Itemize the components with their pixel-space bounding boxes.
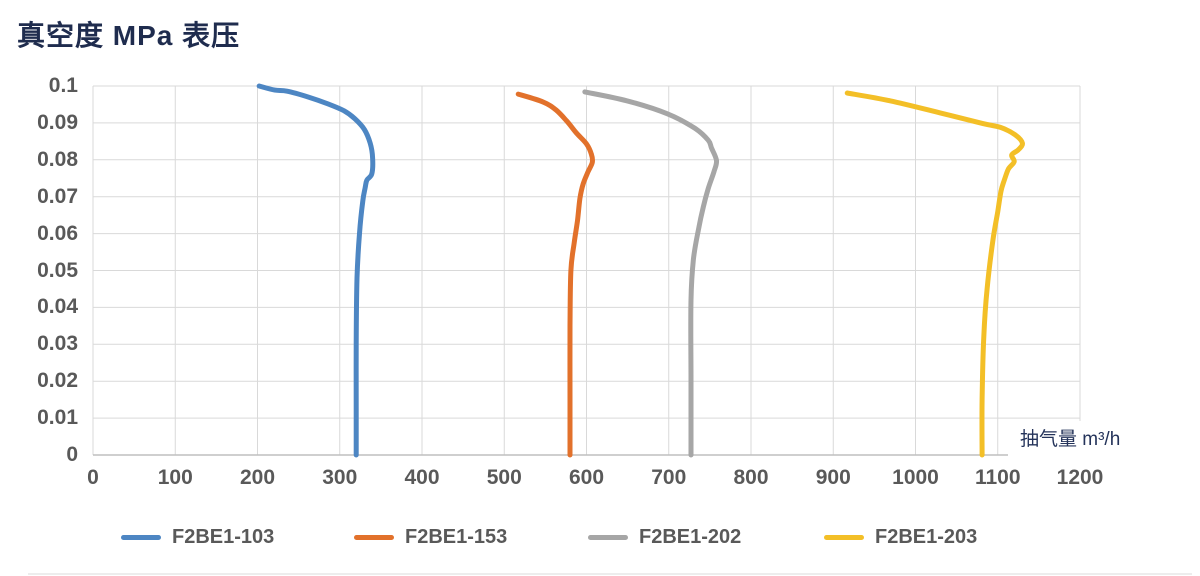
- x-tick-label: 1000: [892, 466, 939, 489]
- y-tick-label: 0.08: [37, 147, 78, 171]
- legend-item-F2BE1-202: F2BE1-202: [588, 524, 741, 550]
- x-tick-label: 1100: [974, 466, 1021, 489]
- x-tick-label: 700: [651, 466, 687, 489]
- y-tick-label: 0.1: [48, 74, 78, 97]
- legend-swatch: [824, 534, 864, 540]
- y-tick-label: 0.09: [37, 110, 78, 134]
- x-tick-label: 300: [322, 466, 358, 489]
- gridlines: [92, 85, 1081, 455]
- y-tick-label: 0.05: [37, 258, 78, 282]
- legend-item-F2BE1-103: F2BE1-103: [121, 524, 274, 550]
- series-curves: [256, 83, 1025, 458]
- legend-label: F2BE1-153: [405, 525, 508, 548]
- x-tick-label: 400: [404, 466, 440, 489]
- x-tick-label: 0: [87, 466, 99, 489]
- x-tick-label: 100: [157, 466, 193, 489]
- legend-swatch: [354, 534, 394, 540]
- x-tick-label: 200: [239, 466, 276, 489]
- series-line-F2BE1-203: [844, 90, 1025, 458]
- y-tick-label: 0.04: [37, 295, 78, 319]
- legend-swatch: [121, 534, 161, 540]
- legend-item-F2BE1-153: F2BE1-153: [354, 524, 507, 550]
- legend-label: F2BE1-103: [172, 525, 275, 548]
- y-tick-label: 0.03: [37, 332, 78, 356]
- series-line-F2BE1-103: [256, 83, 376, 458]
- legend-label: F2BE1-202: [639, 525, 742, 548]
- x-tick-label: 1200: [1056, 466, 1104, 489]
- x-tick-label: 600: [568, 466, 605, 489]
- series-line-F2BE1-153: [515, 91, 596, 458]
- y-tick-label: 0.02: [37, 369, 78, 393]
- y-tick-label: 0.07: [37, 184, 78, 208]
- bottom-divider: [28, 573, 1192, 575]
- y-tick-label: 0.06: [37, 221, 78, 245]
- legend-item-F2BE1-203: F2BE1-203: [824, 524, 977, 550]
- legend: F2BE1-103 F2BE1-153 F2BE1-202 F2BE1-203: [0, 524, 1200, 550]
- x-axis-label: 抽气量 m³/h: [1008, 421, 1129, 459]
- x-tick-label: 800: [733, 466, 769, 489]
- legend-swatch: [588, 534, 628, 540]
- x-tick-label: 500: [486, 466, 522, 489]
- x-tick-label: 900: [815, 466, 851, 489]
- chart-title: 真空度 MPa 表压: [17, 20, 241, 51]
- legend-label: F2BE1-203: [875, 525, 978, 548]
- series-line-F2BE1-202: [582, 89, 720, 458]
- y-tick-label: 0: [66, 443, 78, 466]
- y-tick-label: 0.01: [37, 406, 78, 430]
